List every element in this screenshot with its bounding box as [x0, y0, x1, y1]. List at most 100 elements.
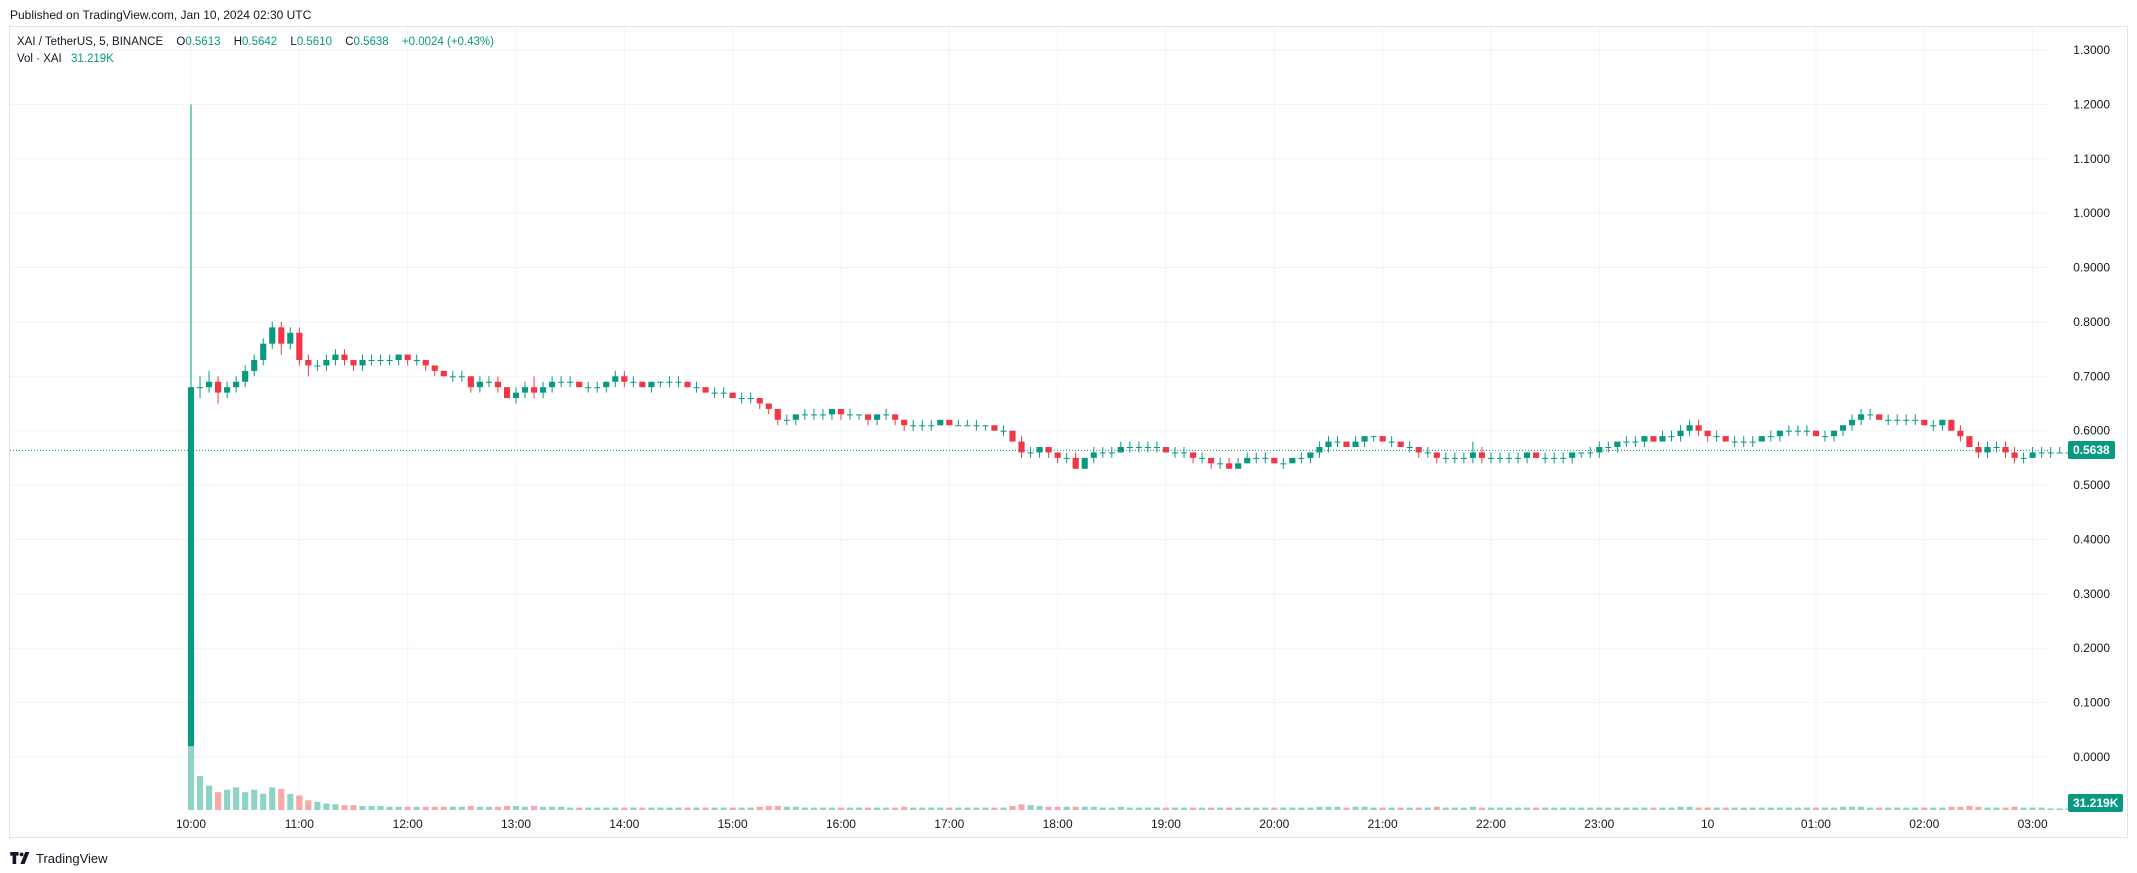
- price-axis[interactable]: 1.3000 1.2000 1.1000 1.0000 0.9000 0.8000 0.70…: [2073, 43, 2110, 764]
- candle-body[interactable]: [1551, 457, 1558, 459]
- candle-body[interactable]: [783, 419, 790, 421]
- candle-body[interactable]: [1199, 457, 1206, 459]
- candle-body[interactable]: [1352, 441, 1359, 448]
- candle-body[interactable]: [1442, 457, 1449, 459]
- candle-body[interactable]: [720, 392, 727, 394]
- candle-body[interactable]: [1162, 447, 1170, 453]
- candle-body[interactable]: [1984, 447, 1991, 453]
- candle-body[interactable]: [1144, 447, 1151, 449]
- candle-body[interactable]: [1325, 441, 1332, 448]
- candle-body[interactable]: [1415, 447, 1422, 453]
- candle-body[interactable]: [1226, 463, 1233, 469]
- candle-body[interactable]: [693, 387, 700, 389]
- candle-body[interactable]: [738, 398, 745, 400]
- candle-body[interactable]: [1487, 457, 1495, 459]
- candle-body[interactable]: [729, 392, 736, 399]
- candle-body[interactable]: [1912, 419, 1919, 421]
- candle-body[interactable]: [1713, 436, 1720, 438]
- candle-body[interactable]: [1334, 441, 1341, 443]
- volume-label[interactable]: Vol · XAI: [17, 53, 62, 65]
- candle-body[interactable]: [648, 381, 655, 388]
- candle-body[interactable]: [747, 398, 754, 400]
- candle-body[interactable]: [476, 381, 483, 388]
- candle-body[interactable]: [233, 381, 240, 388]
- candle-body[interactable]: [2056, 452, 2063, 454]
- candle-body[interactable]: [296, 332, 303, 360]
- candle-body[interactable]: [1596, 447, 1603, 453]
- candle-body[interactable]: [1803, 430, 1810, 432]
- candle-body[interactable]: [512, 392, 520, 399]
- candle-body[interactable]: [1514, 457, 1522, 459]
- candle-body[interactable]: [684, 381, 691, 388]
- candle-body[interactable]: [1343, 441, 1350, 448]
- candle-body[interactable]: [431, 365, 438, 371]
- candle-body[interactable]: [1975, 447, 1982, 453]
- candle-body[interactable]: [901, 419, 908, 426]
- candle-body[interactable]: [1894, 419, 1901, 421]
- candle-body[interactable]: [413, 359, 420, 361]
- candle-body[interactable]: [946, 419, 953, 426]
- candle-body[interactable]: [765, 403, 772, 409]
- candle-body[interactable]: [1135, 447, 1142, 449]
- candle-body[interactable]: [1839, 425, 1847, 431]
- footer-brand[interactable]: TradingView: [36, 850, 108, 866]
- candle-body[interactable]: [883, 414, 890, 416]
- candle-body[interactable]: [1298, 457, 1305, 459]
- candle-body[interactable]: [332, 354, 339, 360]
- candle-body[interactable]: [467, 376, 474, 388]
- candle-body[interactable]: [702, 387, 709, 393]
- candle-body[interactable]: [1505, 457, 1513, 459]
- candle-body[interactable]: [828, 408, 836, 415]
- candle-body[interactable]: [603, 381, 610, 388]
- candle-body[interactable]: [314, 365, 321, 367]
- candle-body[interactable]: [503, 387, 511, 399]
- candle-body[interactable]: [1560, 457, 1567, 459]
- candle-body[interactable]: [1542, 457, 1549, 459]
- candle-body[interactable]: [585, 387, 592, 389]
- candle-body[interactable]: [621, 376, 628, 382]
- candle-body[interactable]: [1253, 457, 1260, 459]
- candle-body[interactable]: [323, 359, 330, 366]
- candle-body[interactable]: [1650, 436, 1657, 442]
- candle-body[interactable]: [1451, 457, 1458, 459]
- candle-body[interactable]: [494, 381, 502, 388]
- candle-body[interactable]: [919, 425, 926, 427]
- candle-body[interactable]: [1388, 441, 1395, 443]
- candle-body[interactable]: [341, 354, 348, 360]
- candle-body[interactable]: [485, 381, 492, 383]
- candle-body[interactable]: [1903, 419, 1910, 421]
- candle-body[interactable]: [1686, 425, 1693, 431]
- candle-body[interactable]: [377, 359, 384, 361]
- candle-body[interactable]: [1785, 430, 1792, 432]
- candle-body[interactable]: [630, 381, 637, 383]
- candle-body[interactable]: [395, 354, 402, 360]
- candle-body[interactable]: [422, 359, 429, 366]
- symbol-label[interactable]: XAI / TetherUS, 5, BINANCE: [17, 36, 164, 48]
- candle-body[interactable]: [1379, 436, 1386, 442]
- candle-body[interactable]: [1397, 441, 1404, 448]
- candle-body[interactable]: [549, 381, 556, 388]
- candle-body[interactable]: [350, 359, 357, 366]
- candle-body[interactable]: [567, 381, 574, 383]
- candle-body[interactable]: [458, 376, 465, 378]
- candle-body[interactable]: [1876, 414, 1883, 420]
- candle-body[interactable]: [666, 381, 673, 383]
- candle-body[interactable]: [594, 387, 601, 389]
- candle-body[interactable]: [2047, 452, 2054, 454]
- candle-body[interactable]: [1641, 436, 1648, 442]
- candle-body[interactable]: [2020, 457, 2027, 459]
- candle-body[interactable]: [2029, 452, 2036, 458]
- candle-body[interactable]: [196, 387, 204, 389]
- candle-body[interactable]: [1090, 452, 1097, 458]
- candle-body[interactable]: [1433, 452, 1440, 458]
- candle-body[interactable]: [386, 359, 393, 361]
- candle-body[interactable]: [1731, 441, 1738, 443]
- candle-body[interactable]: [1361, 436, 1368, 442]
- candle-body[interactable]: [955, 425, 962, 427]
- candle-body[interactable]: [1171, 452, 1179, 454]
- candle-body[interactable]: [1948, 419, 1955, 431]
- candle-body[interactable]: [1000, 430, 1007, 432]
- candle-body[interactable]: [1524, 452, 1531, 458]
- candle-body[interactable]: [1695, 425, 1702, 431]
- candle-body[interactable]: [530, 387, 538, 393]
